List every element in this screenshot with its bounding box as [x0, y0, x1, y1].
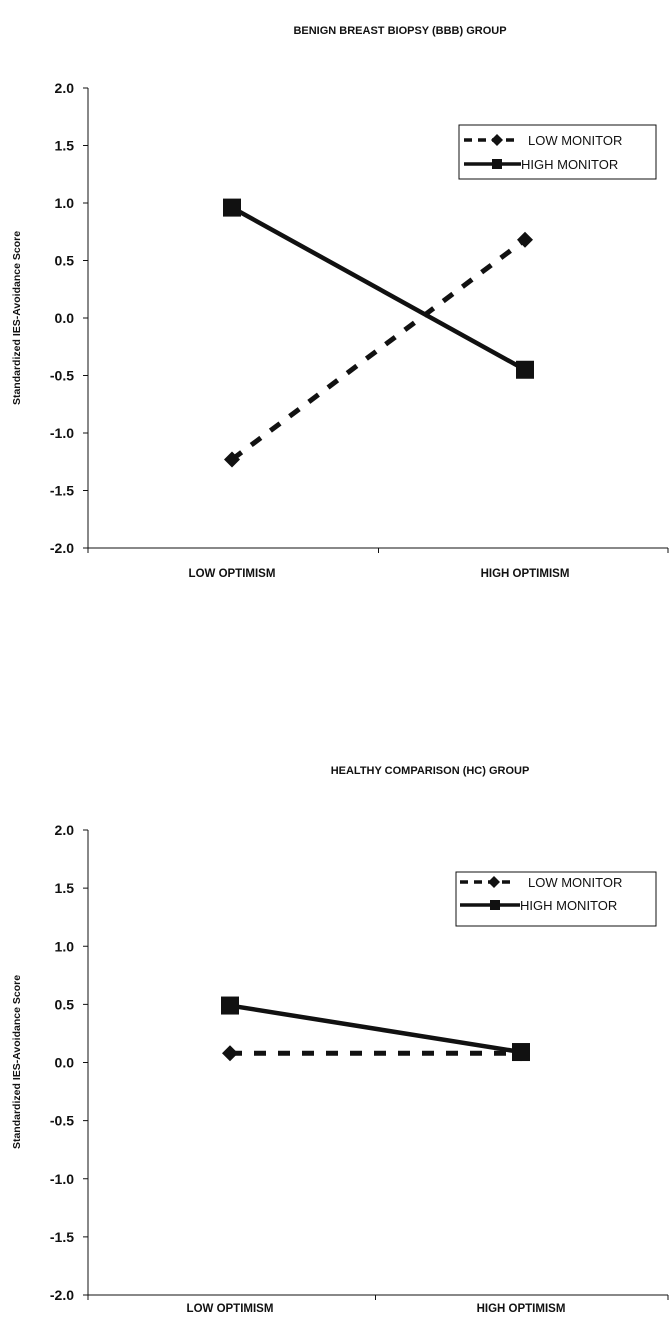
- y-tick-label: -1.0: [50, 425, 74, 441]
- chart-hc-group: HEALTHY COMPARISON (HC) GROUP Standardiz…: [11, 765, 669, 1315]
- y-tick-label: -1.0: [50, 1171, 74, 1187]
- y-tick-label: -2.0: [50, 540, 74, 556]
- axes: 2.0 1.5 1.0 0.5 0.0 -0.5 -1.0 -1.5 -2.0 LOW OPTIM…: [50, 822, 669, 1315]
- axes: 2.0 1.5 1.0 0.5 0.0 -0.5 -1.0 -1.5 -2.0 LOW OPTIM…: [50, 80, 669, 580]
- y-tick-label: 1.0: [55, 195, 75, 211]
- legend: LOW MONITOR HIGH MONITOR: [455, 871, 657, 927]
- legend-marker-high-monitor: [492, 159, 502, 169]
- legend-label-low-monitor: LOW MONITOR: [528, 875, 622, 890]
- y-tick-label: 2.0: [55, 822, 75, 838]
- y-tick-label: 1.0: [55, 938, 75, 954]
- chart-title: HEALTHY COMPARISON (HC) GROUP: [331, 765, 530, 777]
- series-layer: [223, 198, 534, 468]
- y-tick-label: -2.0: [50, 1287, 74, 1303]
- legend-label-low-monitor: LOW MONITOR: [528, 133, 622, 148]
- data-point-high-monitor: [221, 996, 239, 1015]
- y-axis-label: Standardized IES-Avoidance Score: [11, 975, 23, 1149]
- y-tick-label: 2.0: [55, 80, 75, 96]
- series-line-low-monitor: [230, 237, 527, 462]
- y-tick-label: 0.5: [55, 253, 75, 269]
- data-point-low-monitor: [222, 1045, 238, 1062]
- x-tick-label: HIGH OPTIMISM: [477, 1303, 566, 1315]
- x-tick-label: HIGH OPTIMISM: [481, 568, 570, 580]
- y-axis-label: Standardized IES-Avoidance Score: [11, 231, 23, 405]
- chart-title: BENIGN BREAST BIOPSY (BBB) GROUP: [293, 25, 506, 37]
- y-tick-label: -1.5: [50, 483, 74, 499]
- data-point-low-monitor: [224, 451, 240, 468]
- y-tick-label: 0.0: [55, 310, 75, 326]
- legend-label-high-monitor: HIGH MONITOR: [521, 157, 618, 172]
- series-line-high-monitor: [230, 205, 527, 372]
- legend-marker-low-monitor: [488, 876, 500, 888]
- legend-box: [458, 124, 657, 180]
- y-tick-label: 0.0: [55, 1055, 75, 1071]
- y-tick-label: -0.5: [50, 368, 74, 384]
- legend: LOW MONITOR HIGH MONITOR: [458, 124, 657, 180]
- x-tick-label: LOW OPTIMISM: [189, 568, 276, 580]
- legend-label-high-monitor: HIGH MONITOR: [520, 898, 617, 913]
- legend-marker-high-monitor: [490, 900, 500, 910]
- y-tick-label: 0.5: [55, 996, 75, 1012]
- y-tick-label: 1.5: [55, 138, 75, 154]
- data-point-low-monitor: [517, 231, 533, 248]
- data-point-high-monitor: [512, 1043, 530, 1062]
- y-tick-label: 1.5: [55, 880, 75, 896]
- chart-bbb-group: BENIGN BREAST BIOPSY (BBB) GROUP Standar…: [11, 25, 669, 580]
- y-tick-label: -0.5: [50, 1113, 74, 1129]
- x-tick-label: LOW OPTIMISM: [187, 1303, 274, 1315]
- data-point-high-monitor: [516, 360, 534, 379]
- series-line-high-monitor: [229, 1003, 522, 1055]
- y-tick-label: -1.5: [50, 1229, 74, 1245]
- series-layer: [221, 996, 530, 1062]
- data-point-high-monitor: [223, 198, 241, 217]
- legend-marker-low-monitor: [491, 134, 503, 146]
